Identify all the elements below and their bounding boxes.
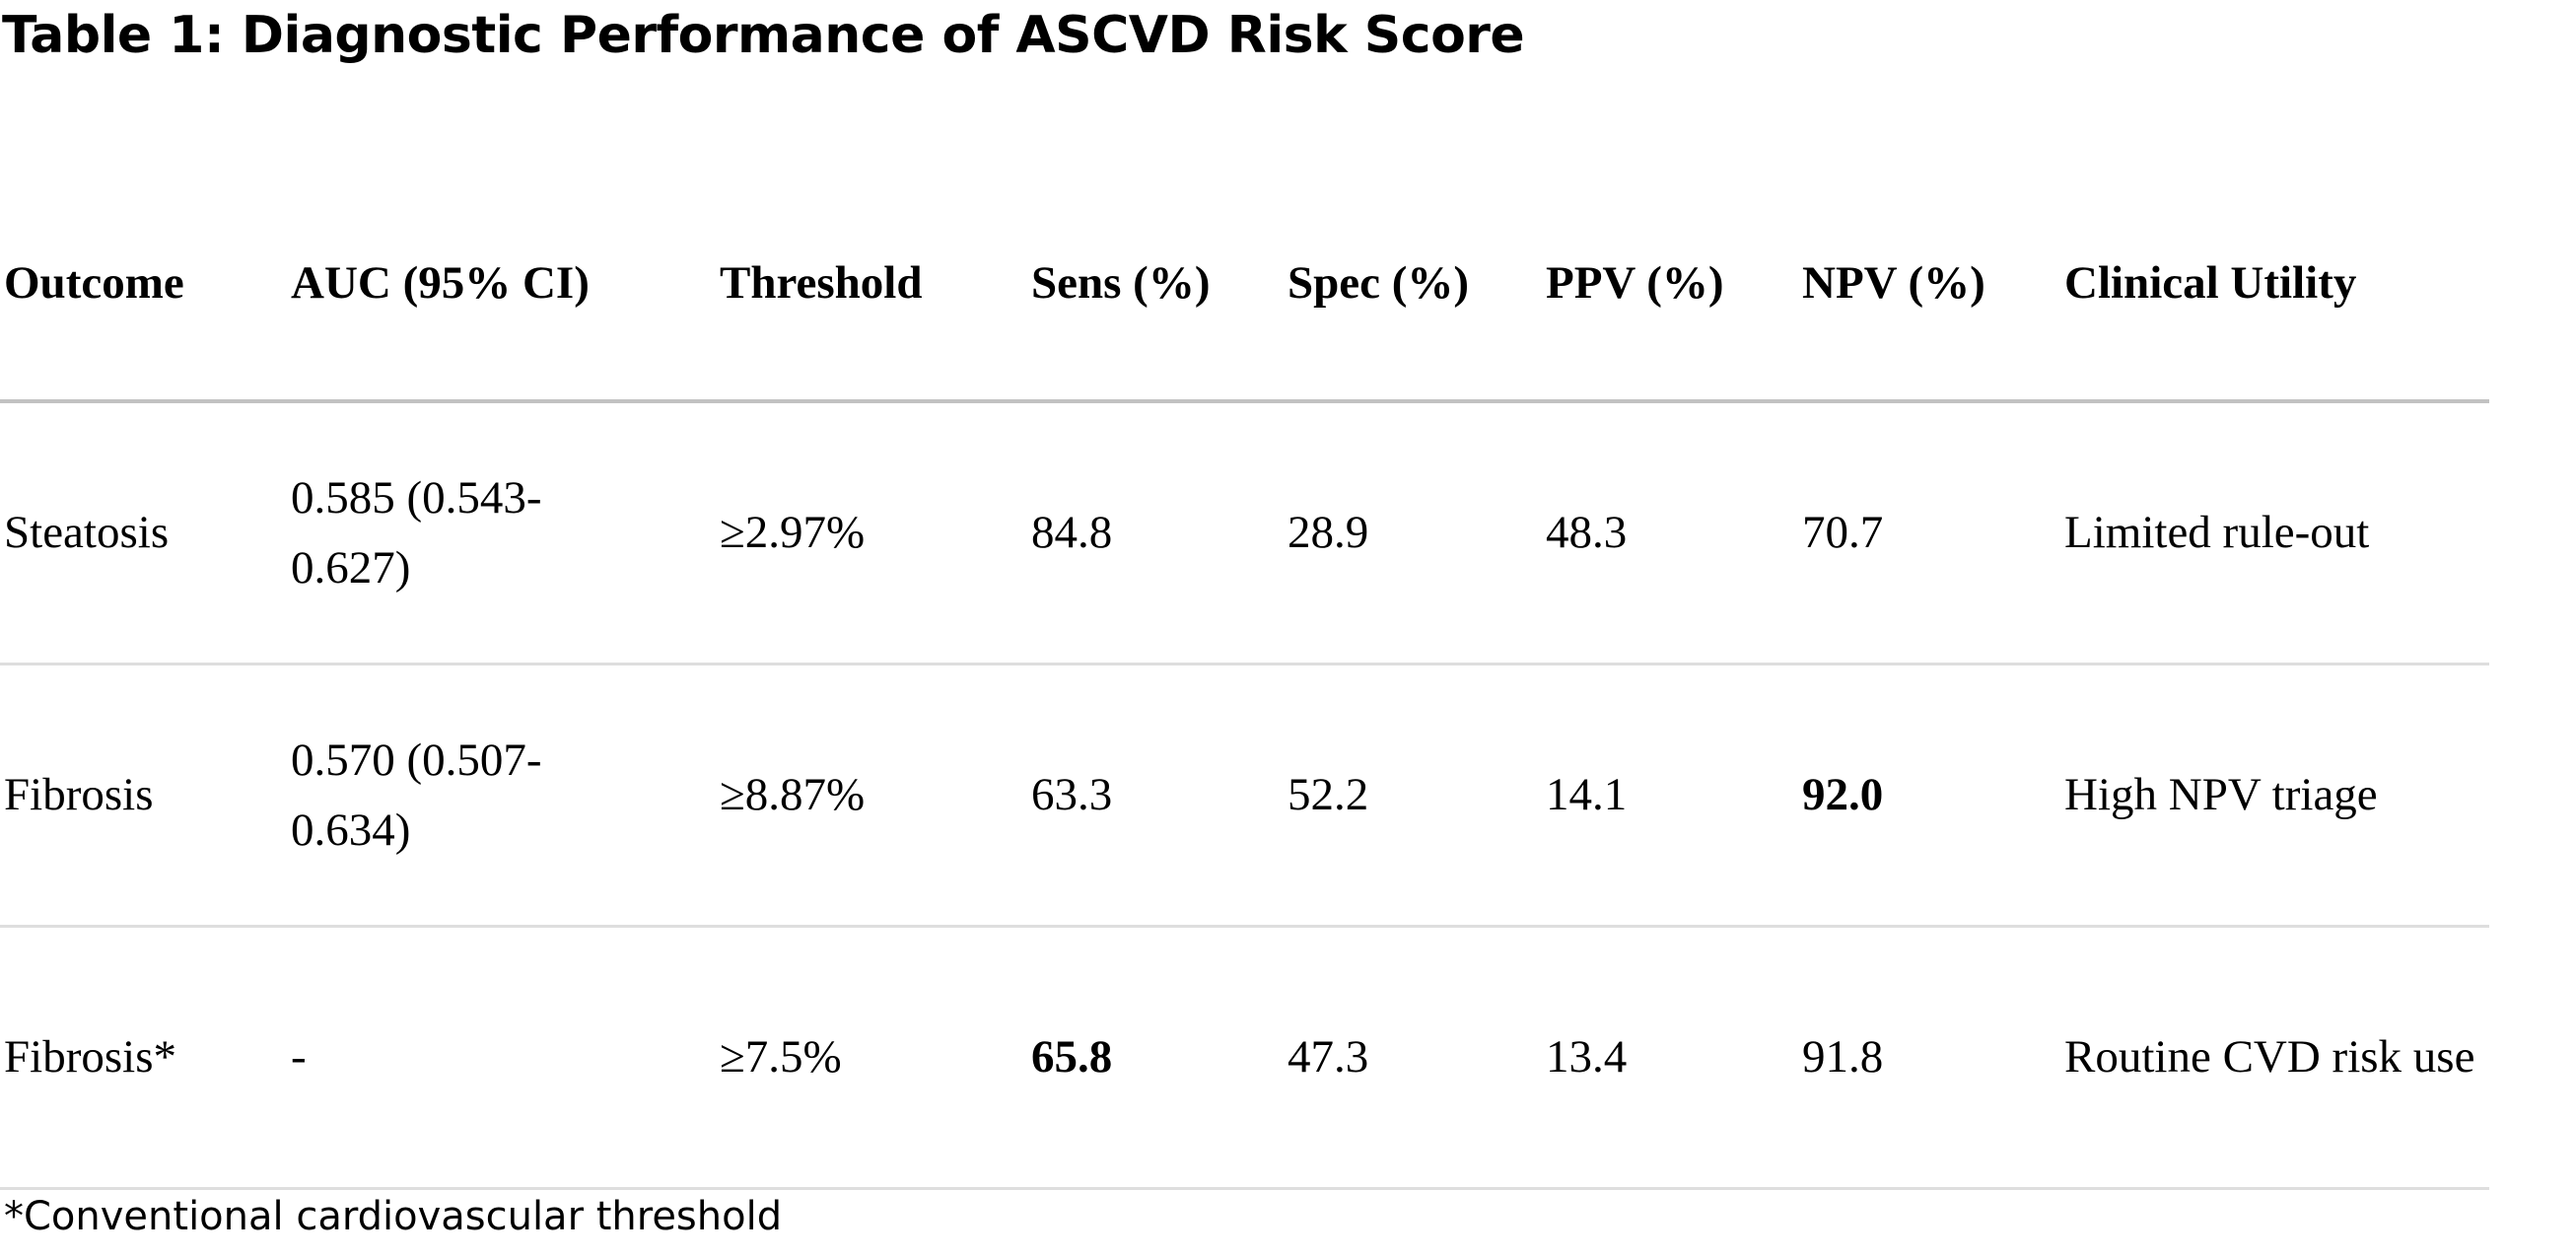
header-cell: Threshold [720,168,1006,399]
header-sens: Sens (%) [1031,257,1211,309]
table-row: Steatosis 0.585 (0.543-0.627) ≥2.97% 84.… [0,403,2489,665]
header-spec: Spec (%) [1288,257,1470,309]
header-cell: NPV (%) [1802,168,2029,399]
cell-clinical-utility: High NPV triage [2064,769,2378,820]
cell-sens: 65.8 [1031,1031,1113,1083]
header-cell: Clinical Utility [2064,168,2478,399]
header-auc: AUC (95% CI) [291,257,590,309]
header-cell: Sens (%) [1031,168,1258,399]
cell-ppv: 14.1 [1546,769,1628,820]
cell-npv: 92.0 [1802,769,1884,820]
cell-threshold: ≥8.87% [720,769,866,820]
cell-sens: 63.3 [1031,769,1113,820]
table-row: Fibrosis 0.570 (0.507-0.634) ≥8.87% 63.3… [0,665,2489,928]
cell-spec: 52.2 [1288,769,1369,820]
cell-sens: 84.8 [1031,507,1113,558]
header-npv: NPV (%) [1802,257,1985,309]
header-cell: AUC (95% CI) [291,168,646,399]
header-outcome: Outcome [4,257,184,309]
cell-outcome: Steatosis [4,507,170,558]
cell-outcome: Fibrosis [4,769,154,820]
table-footnote: *Conventional cardiovascular threshold [4,1194,783,1239]
cell-ppv: 13.4 [1546,1031,1628,1083]
table-title: Table 1: Diagnostic Performance of ASCVD… [2,6,1525,65]
header-threshold: Threshold [720,257,923,309]
table-header-row: Outcome AUC (95% CI) Threshold Sens (%) … [0,168,2489,403]
cell-spec: 47.3 [1288,1031,1369,1083]
cell-clinical-utility: Routine CVD risk use [2064,1031,2475,1083]
cell-clinical-utility: Limited rule-out [2064,507,2370,558]
cell-auc: - [291,1031,307,1083]
header-ppv: PPV (%) [1546,257,1724,309]
cell-outcome: Fibrosis* [4,1031,176,1083]
cell-npv: 70.7 [1802,507,1884,558]
header-cell: Spec (%) [1288,168,1514,399]
cell-threshold: ≥2.97% [720,507,866,558]
cell-threshold: ≥7.5% [720,1031,842,1083]
cell-spec: 28.9 [1288,507,1369,558]
table-row: Fibrosis* - ≥7.5% 65.8 47.3 13.4 91.8 Ro… [0,928,2489,1190]
performance-table: Outcome AUC (95% CI) Threshold Sens (%) … [0,168,2489,1190]
cell-auc: 0.570 (0.507-0.634) [291,734,542,856]
cell-npv: 91.8 [1802,1031,1884,1083]
header-cell: Outcome [4,168,280,399]
cell-ppv: 48.3 [1546,507,1628,558]
header-cell: PPV (%) [1546,168,1773,399]
header-clinical-utility: Clinical Utility [2064,257,2357,309]
cell-auc: 0.585 (0.543-0.627) [291,471,542,594]
